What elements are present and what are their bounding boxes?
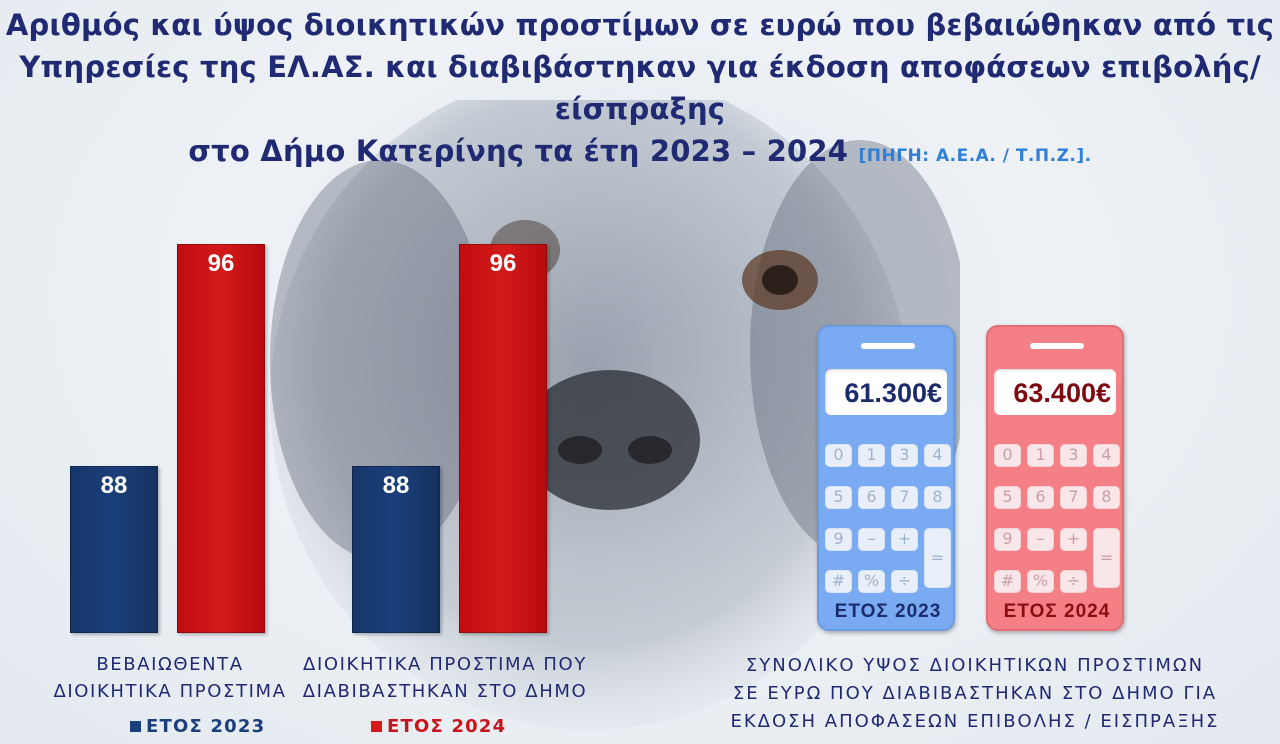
data-label-2023-cat2: 88 (382, 472, 410, 500)
category-label-1-line-1: ΒΕΒΑΙΩΘΕΝΤΑ (96, 654, 244, 675)
totals-caption-line-1: ΣΥΝΟΛΙΚΟ ΥΨΟΣ ΔΙΟΙΚΗΤΙΚΩΝ ΠΡΟΣΤΙΜΩΝ (745, 655, 1205, 676)
calculator-key: # (994, 570, 1021, 593)
calculator-icon-2024: 63.400€ ΕΤΟΣ 2024 0 1 3 4 5 6 7 8 9– + #% ÷ = (986, 325, 1124, 631)
category-label-1: ΒΕΒΑΙΩΘΕΝΤΑ ΔΙΟΙΚΗΤΙΚΑ ΠΡΟΣΤΙΜΑ (20, 651, 320, 705)
calculator-key: + (1060, 528, 1087, 551)
calculator-key-equals: = (924, 528, 951, 588)
calculator-key: # (825, 570, 852, 593)
legend-swatch-2024 (371, 721, 382, 732)
calculator-key: ÷ (891, 570, 918, 593)
calculator-key: 4 (1093, 444, 1120, 467)
calculator-key: 9 (825, 528, 852, 551)
calculator-key: – (1027, 528, 1054, 551)
bar-2024-cat2 (459, 243, 547, 633)
title-line-1: Αριθμός και ύψος διοικητικών προστίμων σ… (5, 8, 1275, 42)
total-amount-2023: 61.300€ (825, 369, 947, 415)
legend-swatch-2023 (130, 721, 141, 732)
calculator-key: ÷ (1060, 570, 1087, 593)
calculator-key: 3 (891, 444, 918, 467)
title-line-2: Υπηρεσίες της ΕΛ.ΑΣ. και διαβιβάστηκαν γ… (19, 50, 1261, 126)
calculator-key: % (858, 570, 885, 593)
calculator-icon-2023: 61.300€ ΕΤΟΣ 2023 0 1 3 4 5 6 7 8 9– + #% ÷ = (817, 325, 955, 631)
bar-2024-cat1 (177, 243, 265, 633)
calculator-key: 6 (1027, 486, 1054, 509)
calculator-key: 5 (825, 486, 852, 509)
calculator-key: 0 (994, 444, 1021, 467)
calculator-key: 5 (994, 486, 1021, 509)
title-line-3-text: στο Δήμο Κατερίνης τα έτη 2023 – 2024 (188, 134, 849, 168)
calculator-key: 7 (891, 486, 918, 509)
calculator-key: + (891, 528, 918, 551)
data-label-2023-cat1: 88 (100, 472, 128, 500)
calculator-label-2023: ΕΤΟΣ 2023 (834, 601, 942, 622)
legend-item-2023: ΕΤΟΣ 2023 (130, 716, 265, 737)
calculator-key: 1 (858, 444, 885, 467)
chart-title: Αριθμός και ύψος διοικητικών προστίμων σ… (0, 4, 1280, 177)
calculator-speaker (861, 343, 915, 349)
calculator-key: 8 (924, 486, 951, 509)
data-label-2024-cat2: 96 (489, 249, 517, 277)
calculator-key: 7 (1060, 486, 1087, 509)
calculator-key: – (858, 528, 885, 551)
totals-caption-line-3: ΕΚΔΟΣΗ ΑΠΟΦΑΣΕΩΝ ΕΠΙΒΟΛΗΣ / ΕΙΣΠΡΑΞΗΣ (730, 711, 1220, 732)
total-amount-2024: 63.400€ (994, 369, 1116, 415)
totals-caption-line-2: ΣΕ ΕΥΡΩ ΠΟΥ ΔΙΑΒΙΒΑΣΤΗΚΑΝ ΣΤΟ ΔΗΜΟ ΓΙΑ (732, 683, 1218, 704)
calculator-key-equals: = (1093, 528, 1120, 588)
calculator-key: 8 (1093, 486, 1120, 509)
calculator-key: 0 (825, 444, 852, 467)
calculator-speaker (1030, 343, 1084, 349)
calculator-key: 3 (1060, 444, 1087, 467)
data-label-2024-cat1: 96 (207, 249, 235, 277)
legend-label-2024: ΕΤΟΣ 2024 (387, 716, 507, 737)
calculator-key: % (1027, 570, 1054, 593)
title-line-3: στο Δήμο Κατερίνης τα έτη 2023 – 2024 [Π… (0, 130, 1280, 177)
category-label-1-line-2: ΔΙΟΙΚΗΤΙΚΑ ΠΡΟΣΤΙΜΑ (53, 681, 287, 702)
category-label-2: ΔΙΟΙΚΗΤΙΚΑ ΠΡΟΣΤΙΜΑ ΠΟΥ ΔΙΑΒΙΒΑΣΤΗΚΑΝ ΣΤΟ… (295, 651, 595, 705)
bar-2023-cat1 (70, 466, 158, 633)
totals-caption: ΣΥΝΟΛΙΚΟ ΥΨΟΣ ΔΙΟΙΚΗΤΙΚΩΝ ΠΡΟΣΤΙΜΩΝ ΣΕ Ε… (715, 652, 1235, 736)
legend-label-2023: ΕΤΟΣ 2023 (146, 716, 266, 737)
calculator-key: 9 (994, 528, 1021, 551)
category-label-2-line-2: ΔΙΑΒΙΒΑΣΤΗΚΑΝ ΣΤΟ ΔΗΜΟ (302, 681, 588, 702)
calculator-key: 4 (924, 444, 951, 467)
bar-2023-cat2 (352, 466, 440, 633)
calculator-key: 6 (858, 486, 885, 509)
category-label-2-line-1: ΔΙΟΙΚΗΤΙΚΑ ΠΡΟΣΤΙΜΑ ΠΟΥ (303, 654, 587, 675)
bar-chart: 88 96 ΒΕΒΑΙΩΘΕΝΤΑ ΔΙΟΙΚΗΤΙΚΑ ΠΡΟΣΤΙΜΑ 88 96 ΔΙ… (20, 243, 595, 705)
calculator-key: 1 (1027, 444, 1054, 467)
legend-item-2024: ΕΤΟΣ 2024 (371, 716, 506, 737)
calculator-label-2024: ΕΤΟΣ 2024 (1003, 601, 1111, 622)
source-note: [ΠΗΓΗ: Α.Ε.Α. / Τ.Π.Ζ.]. (858, 146, 1092, 166)
